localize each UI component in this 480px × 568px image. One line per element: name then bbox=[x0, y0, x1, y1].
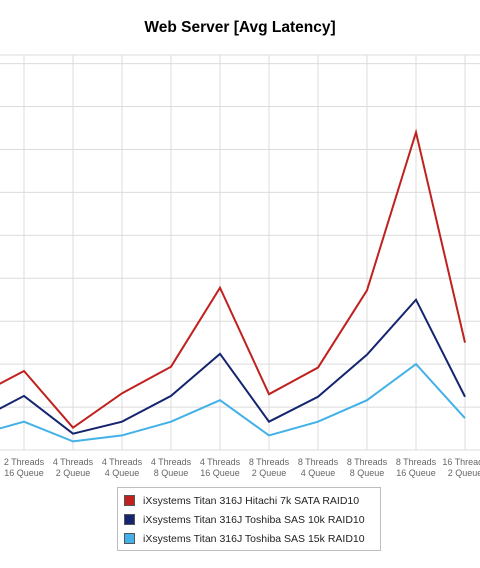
legend-label: iXsystems Titan 316J Hitachi 7k SATA RAI… bbox=[143, 494, 360, 507]
legend-swatch-sata-icon bbox=[124, 495, 135, 506]
legend-label: iXsystems Titan 316J Toshiba SAS 10k RAI… bbox=[143, 513, 365, 526]
series-lines bbox=[0, 128, 466, 443]
legend-item[interactable]: iXsystems Titan 316J Hitachi 7k SATA RAI… bbox=[118, 491, 380, 510]
x-tick-label: 8 Threads 16 Queue bbox=[396, 457, 437, 478]
grid-lines bbox=[0, 54, 480, 451]
legend-label: iXsystems Titan 316J Toshiba SAS 15k RAI… bbox=[143, 532, 365, 545]
x-tick-label: 4 Threads 16 Queue bbox=[200, 457, 241, 478]
series-line-1 bbox=[0, 297, 466, 435]
legend-swatch-sas15k-icon bbox=[124, 533, 135, 544]
x-tick-label: 2 Threads 16 Queue bbox=[4, 457, 45, 478]
x-tick-label: 8 Threads 2 Queue bbox=[249, 457, 290, 478]
legend: iXsystems Titan 316J Hitachi 7k SATA RAI… bbox=[117, 487, 381, 551]
chart-title: Web Server [Avg Latency] bbox=[144, 19, 336, 36]
series-line-2 bbox=[0, 362, 466, 443]
legend-item[interactable]: iXsystems Titan 316J Toshiba SAS 10k RAI… bbox=[118, 510, 380, 529]
legend-swatch-sas10k-icon bbox=[124, 514, 135, 525]
x-tick-label: 4 Threads 2 Queue bbox=[53, 457, 94, 478]
x-tick-label: 4 Threads 8 Queue bbox=[151, 457, 192, 478]
x-tick-label: 8 Threads 8 Queue bbox=[347, 457, 388, 478]
x-tick-label: 8 Threads 4 Queue bbox=[298, 457, 339, 478]
x-tick-label: 4 Threads 4 Queue bbox=[102, 457, 143, 478]
legend-item[interactable]: iXsystems Titan 316J Toshiba SAS 15k RAI… bbox=[118, 529, 380, 548]
series-line-0 bbox=[0, 128, 466, 430]
